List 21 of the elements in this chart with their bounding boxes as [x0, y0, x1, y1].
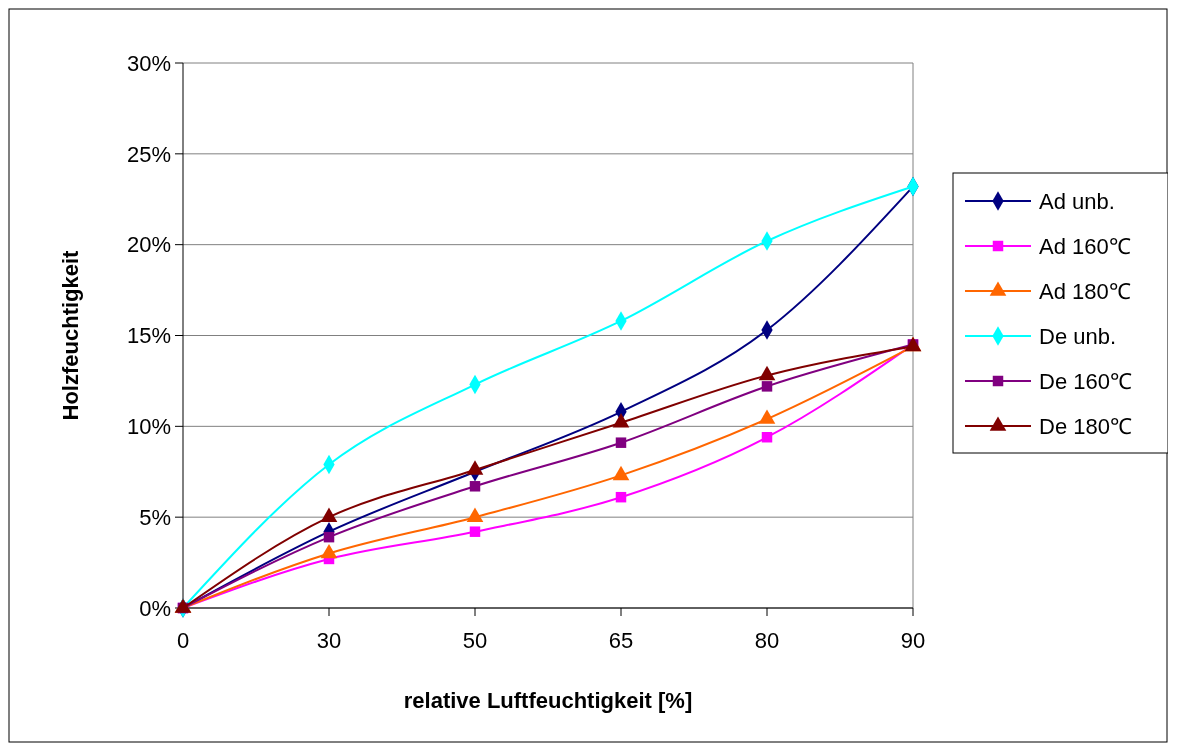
legend-label: Ad unb. — [1039, 188, 1115, 214]
y-tick-label: 25% — [126, 141, 171, 167]
legend-label: De 160℃ — [1039, 368, 1132, 394]
legend-label: De unb. — [1039, 323, 1117, 349]
x-tick-label: 0 — [176, 628, 190, 653]
y-tick-label: 20% — [126, 232, 171, 258]
legend-label: Ad 160℃ — [1039, 233, 1131, 259]
y-tick-label: 5% — [139, 504, 171, 530]
x-tick-label: 30 — [316, 628, 342, 653]
y-tick-label: 0% — [139, 595, 171, 621]
x-tick-label: 65 — [608, 628, 634, 653]
legend-label: Ad 180℃ — [1039, 278, 1131, 304]
y-tick-label: 30% — [126, 50, 171, 76]
x-tick-label: 50 — [462, 628, 488, 653]
x-tick-label: 80 — [754, 628, 780, 653]
y-tick-label: 10% — [126, 414, 171, 440]
y-axis-title: Holzfeuchtigkeit — [58, 249, 83, 421]
y-tick-label: 15% — [126, 323, 171, 349]
legend-label: De 180℃ — [1039, 413, 1132, 439]
x-tick-label: 90 — [900, 628, 926, 653]
x-axis-title: relative Luftfeuchtigkeit [%] — [403, 688, 693, 713]
